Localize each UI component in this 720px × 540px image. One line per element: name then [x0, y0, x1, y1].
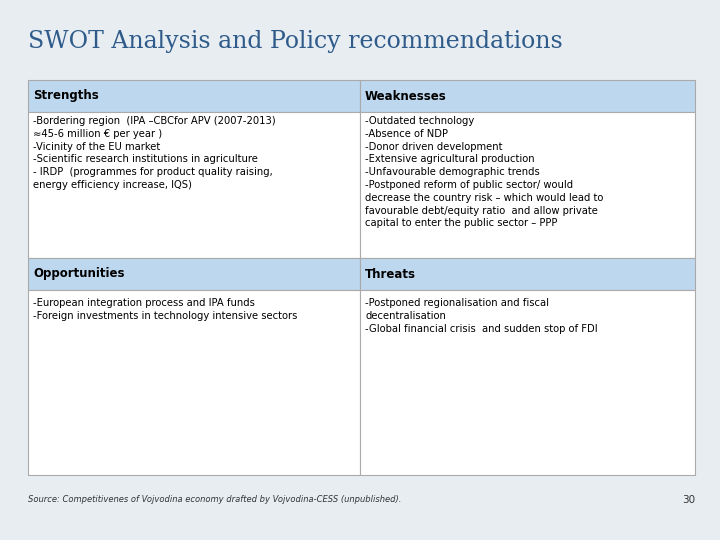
Text: Threats: Threats: [365, 267, 416, 280]
Bar: [28, 290, 360, 475]
Bar: [360, 80, 695, 112]
Text: -Bordering region  (IPA –CBCfor APV (2007-2013)
≈45-6 million € per year )
-Vici: -Bordering region (IPA –CBCfor APV (2007…: [33, 116, 276, 190]
Bar: [28, 258, 360, 290]
Text: Source: Competitivenes of Vojvodina economy drafted by Vojvodina-CESS (unpublish: Source: Competitivenes of Vojvodina econ…: [28, 495, 401, 504]
Text: -European integration process and IPA funds
-Foreign investments in technology i: -European integration process and IPA fu…: [33, 298, 297, 321]
Bar: [360, 290, 695, 475]
Bar: [28, 80, 360, 112]
Text: 30: 30: [682, 495, 695, 505]
Bar: [360, 258, 695, 290]
Text: Opportunities: Opportunities: [33, 267, 125, 280]
Bar: [360, 112, 695, 258]
Text: -Outdated technology
-Absence of NDP
-Donor driven development
-Extensive agricu: -Outdated technology -Absence of NDP -Do…: [365, 116, 603, 228]
Text: Weaknesses: Weaknesses: [365, 90, 446, 103]
Text: SWOT Analysis and Policy recommendations: SWOT Analysis and Policy recommendations: [28, 30, 563, 53]
Bar: [28, 112, 360, 258]
Text: -Postponed regionalisation and fiscal
decentralisation
-Global financial crisis : -Postponed regionalisation and fiscal de…: [365, 298, 598, 334]
Text: Strengths: Strengths: [33, 90, 99, 103]
